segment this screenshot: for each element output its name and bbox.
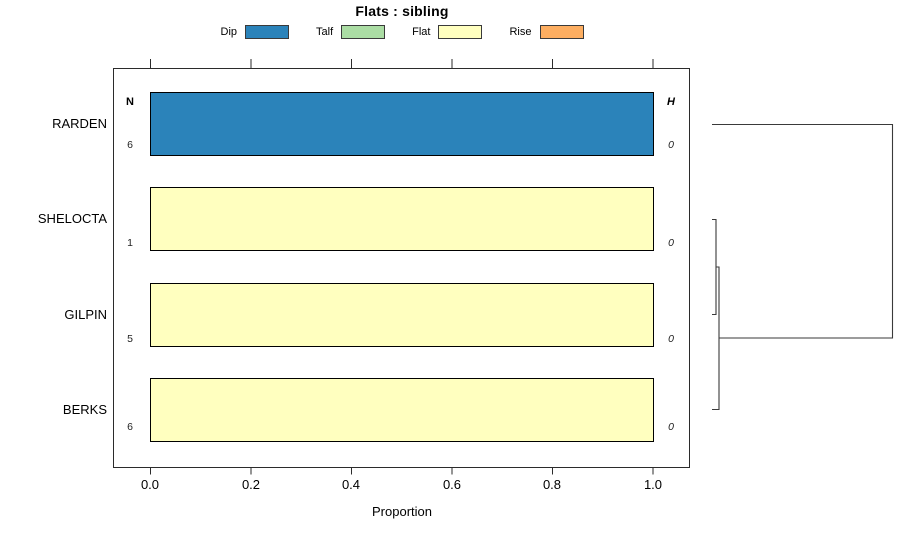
legend: Dip Talf Flat Rise xyxy=(113,25,691,39)
legend-label-flat: Flat xyxy=(412,26,431,38)
x-tick-label-1: 0.2 xyxy=(241,477,261,492)
row-label-berks: BERKS xyxy=(62,402,107,417)
plot-frame xyxy=(113,68,690,468)
legend-item-flat: Flat xyxy=(412,25,483,39)
legend-swatch-rise xyxy=(539,25,584,39)
bar-gilpin xyxy=(150,283,654,347)
bar-rarden xyxy=(150,92,654,156)
bar-berks xyxy=(150,378,654,442)
row-label-rarden: RARDEN xyxy=(52,116,107,131)
x-tick-label-4: 0.8 xyxy=(542,477,562,492)
legend-label-dip: Dip xyxy=(220,26,238,38)
x-tick-label-3: 0.6 xyxy=(442,477,462,492)
n-value-gilpin: 5 xyxy=(127,333,133,345)
n-value-shelocta: 1 xyxy=(127,237,133,249)
h-column-header: H xyxy=(667,96,675,108)
chart-title: Flats : sibling xyxy=(355,3,449,19)
legend-swatch-flat xyxy=(438,25,483,39)
n-value-rarden: 6 xyxy=(127,139,133,151)
h-value-gilpin: 0 xyxy=(668,333,674,345)
legend-swatch-talf xyxy=(341,25,386,39)
row-label-gilpin: GILPIN xyxy=(64,307,107,322)
h-value-shelocta: 0 xyxy=(668,237,674,249)
x-tick-label-5: 1.0 xyxy=(643,477,663,492)
legend-label-rise: Rise xyxy=(509,26,532,38)
legend-item-talf: Talf xyxy=(316,25,386,39)
axis-ticks-top xyxy=(150,59,654,68)
legend-item-rise: Rise xyxy=(509,25,584,39)
legend-swatch-dip xyxy=(245,25,290,39)
dendrogram xyxy=(712,123,894,411)
x-tick-label-2: 0.4 xyxy=(341,477,361,492)
h-value-rarden: 0 xyxy=(668,139,674,151)
x-tick-label-0: 0.0 xyxy=(140,477,160,492)
row-label-shelocta: SHELOCTA xyxy=(37,211,107,226)
legend-label-talf: Talf xyxy=(316,26,334,38)
x-axis-title: Proportion xyxy=(372,504,432,519)
n-column-header: N xyxy=(126,96,134,108)
h-value-berks: 0 xyxy=(668,421,674,433)
n-value-berks: 6 xyxy=(127,421,133,433)
legend-item-dip: Dip xyxy=(221,25,290,39)
axis-ticks-bottom xyxy=(150,468,654,475)
bar-shelocta xyxy=(150,187,654,251)
